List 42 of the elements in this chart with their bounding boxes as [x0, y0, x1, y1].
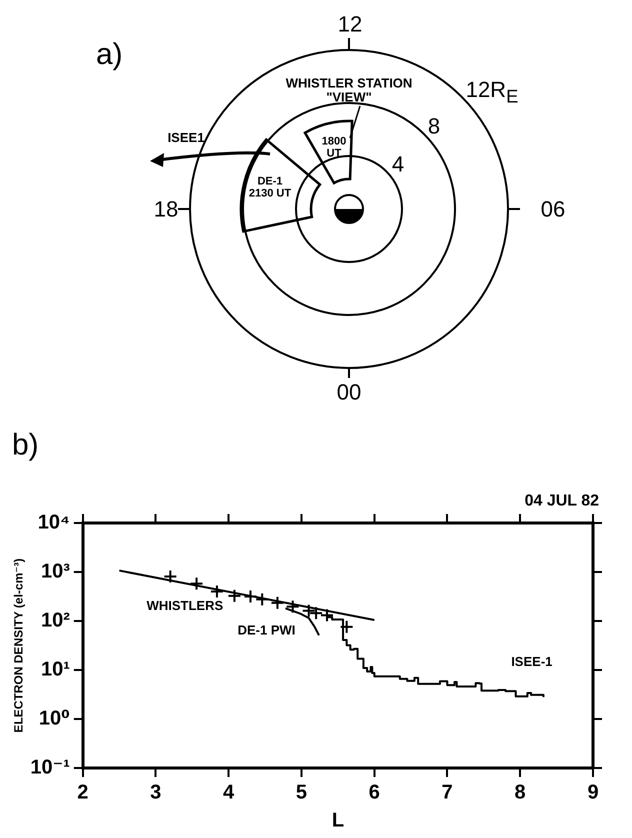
- text: DE-1 2130 UT: [248, 175, 292, 200]
- point: [227, 588, 242, 603]
- x-tick-label: 3: [150, 782, 162, 804]
- text: 12R$_{E}$: [466, 77, 518, 107]
- annotation: ISEE-1: [511, 654, 552, 670]
- point: [320, 608, 334, 622]
- annotation: WHISTLERS: [146, 598, 224, 613]
- point: [243, 590, 258, 604]
- x-tick-label: 5: [296, 782, 308, 804]
- point: [190, 576, 204, 591]
- y-tick-label: 10⁻¹: [30, 756, 70, 779]
- y-tick-label: 10³: [40, 560, 70, 583]
- text: WHISTLER STATION "VIEW": [284, 75, 414, 104]
- point: [255, 592, 270, 606]
- x-axis-title: L: [332, 810, 344, 832]
- y-tick-label: 10²: [40, 610, 70, 632]
- y-tick-label: 10¹: [40, 658, 70, 681]
- y-tick-label: 10⁴: [38, 512, 70, 534]
- point: [210, 584, 224, 598]
- text: 04 JUL 82: [524, 492, 600, 510]
- x-tick-label: 7: [442, 782, 453, 804]
- annotation: DE-1 PWI: [238, 622, 296, 638]
- x-tick-label: 9: [587, 782, 599, 804]
- text: 8: [428, 113, 440, 138]
- text: 12: [338, 11, 362, 36]
- text: 4: [392, 151, 404, 176]
- point: [340, 620, 354, 634]
- text: 00: [336, 379, 362, 404]
- y-tick-label: 10⁰: [38, 708, 70, 730]
- text: 06: [540, 196, 566, 222]
- x-tick-label: 2: [77, 782, 88, 804]
- text: ISEE1: [168, 130, 204, 146]
- text: 1800 UT: [320, 135, 348, 160]
- text: 18: [154, 196, 178, 222]
- point: [163, 569, 178, 584]
- y-axis-title: ELECTRON DENSITY (el-cm⁻³): [12, 558, 26, 733]
- text: a): [96, 38, 123, 72]
- point: [270, 596, 284, 610]
- x-tick-label: 8: [514, 782, 526, 804]
- x-tick-label: 4: [223, 782, 236, 804]
- x-tick-label: 6: [368, 782, 380, 804]
- chart-title: b): [12, 428, 39, 462]
